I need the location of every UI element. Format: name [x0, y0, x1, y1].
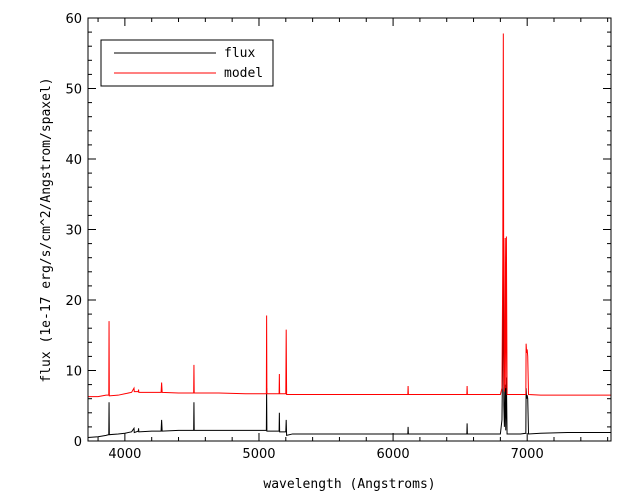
- y-tick-label: 20: [65, 294, 82, 309]
- legend: flux model: [100, 39, 274, 87]
- x-tick-label: 5000: [242, 447, 275, 462]
- legend-box: [100, 39, 274, 87]
- y-tick-label: 30: [65, 224, 82, 239]
- ticks-layer: 4000 5000 6000 7000 0 10 20 30 40 50 60: [65, 12, 611, 462]
- x-axis-title: wavelength (Angstroms): [263, 477, 435, 492]
- series-line-flux: [87, 257, 611, 438]
- x-tick-label: 7000: [511, 447, 544, 462]
- y-axis-title: flux (1e-17 erg/s/cm^2/Angstrom/spaxel): [39, 77, 54, 382]
- x-tick-label: 6000: [377, 447, 410, 462]
- series-layer: [87, 33, 611, 438]
- y-tick-label: 40: [65, 153, 82, 168]
- legend-label-model: model: [224, 66, 263, 81]
- y-tick-label: 50: [65, 83, 82, 98]
- x-tick-label: 4000: [108, 447, 141, 462]
- legend-label-flux: flux: [224, 46, 255, 61]
- y-tick-label: 60: [65, 12, 82, 27]
- y-tick-label: 10: [65, 365, 82, 380]
- y-tick-label: 0: [74, 435, 82, 450]
- series-line-model: [88, 33, 611, 398]
